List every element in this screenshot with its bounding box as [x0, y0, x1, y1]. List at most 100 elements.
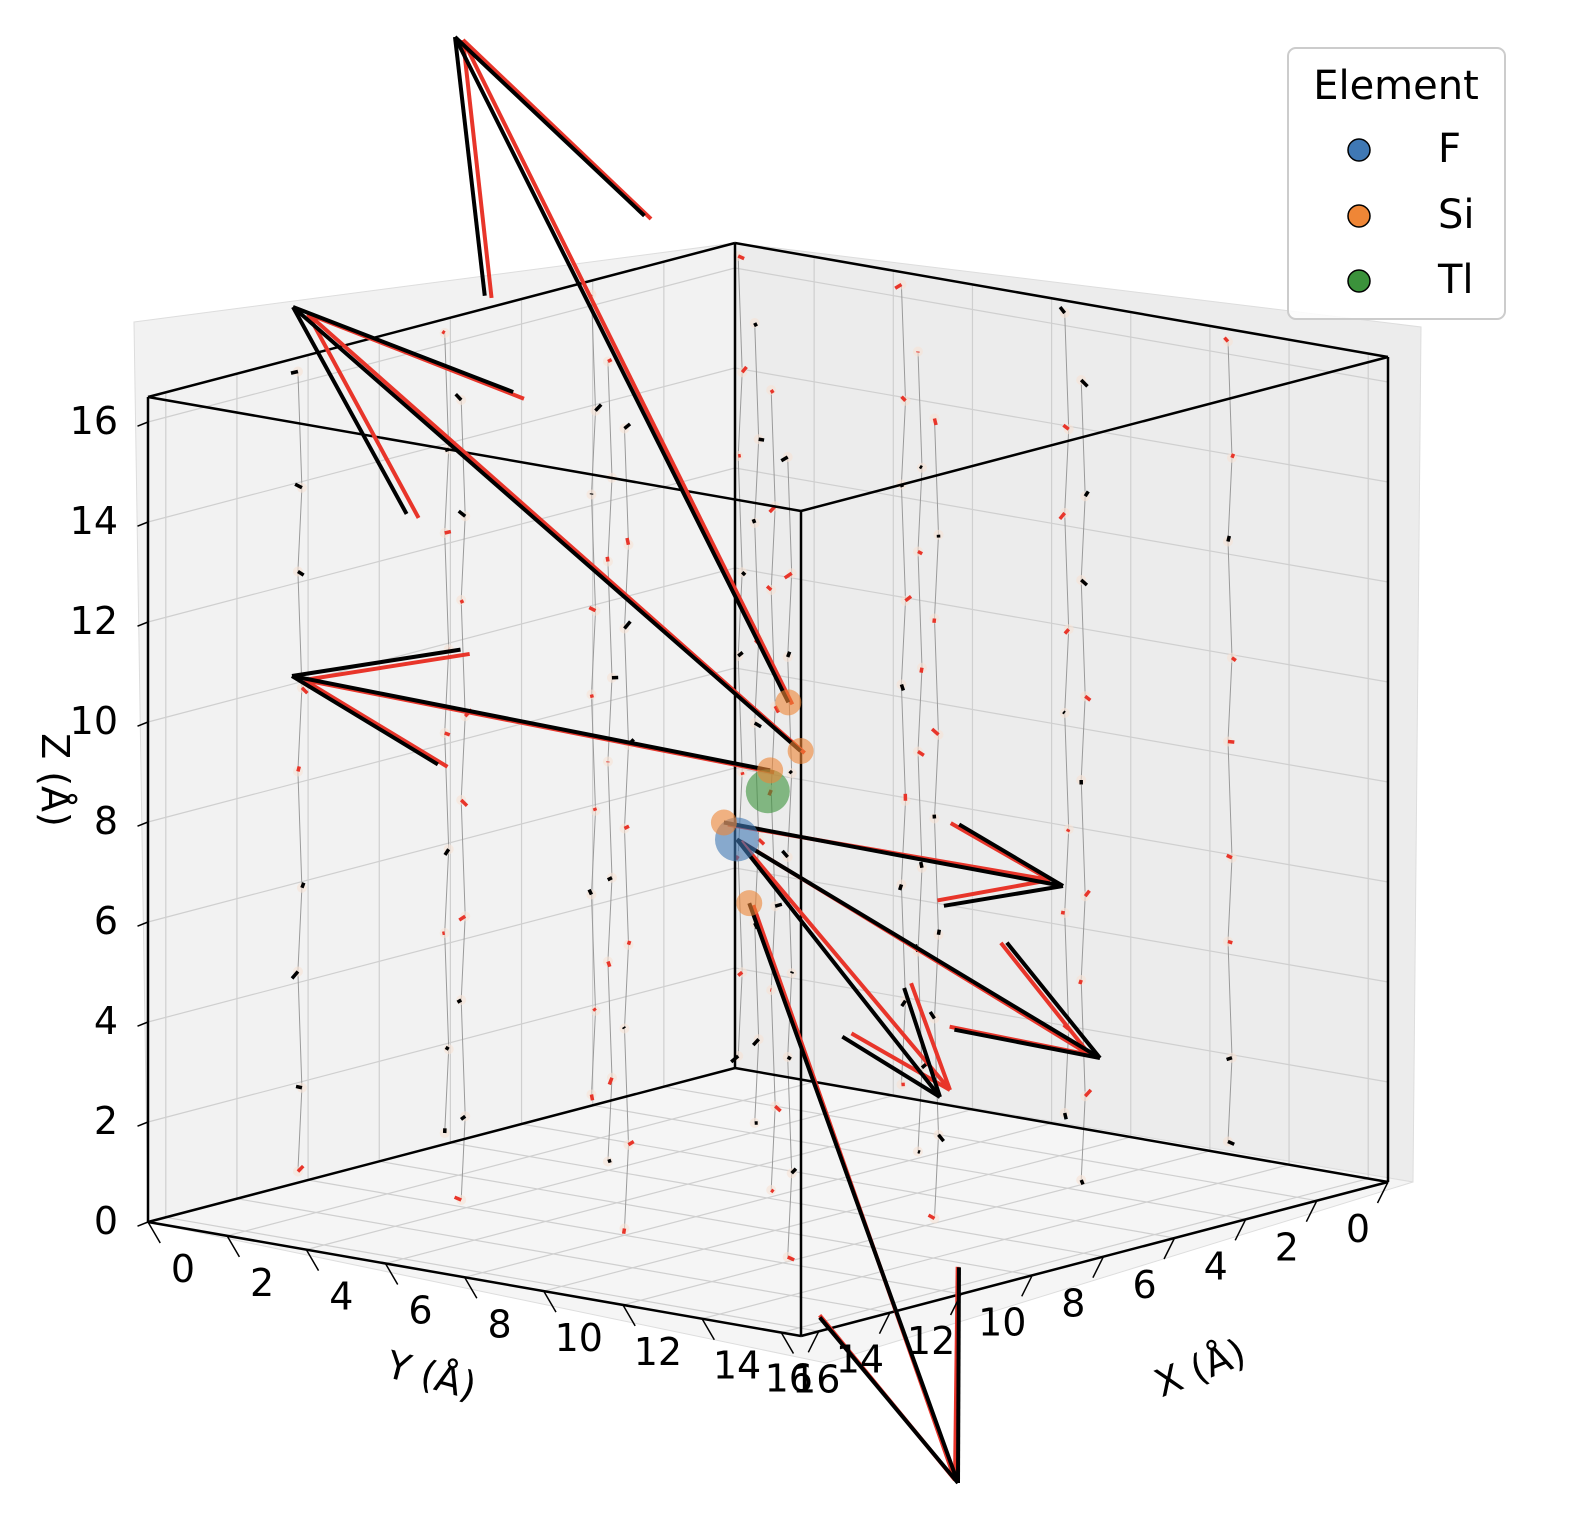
x-tick-mark — [463, 1276, 478, 1299]
grid-line-x-floor — [543, 1136, 1131, 1292]
x-tick-mark — [384, 1263, 399, 1285]
grid-line-z-right — [734, 867, 1389, 983]
predicted-force-arrow-head — [291, 647, 461, 678]
x-tick-mark — [622, 1304, 636, 1327]
z-tick-mark — [137, 1221, 149, 1227]
z-tick-label: 8 — [94, 799, 118, 843]
force-tick — [626, 940, 632, 946]
grid-line-y-floor — [307, 1179, 962, 1295]
force-tick — [932, 418, 938, 426]
highlighted-atoms — [710, 689, 814, 917]
x-tick-label: 10 — [555, 1316, 603, 1360]
grid-line-x-floor — [306, 1095, 894, 1251]
cell-edge — [800, 355, 1389, 513]
force-tick — [758, 437, 765, 442]
force-tick — [1230, 656, 1237, 662]
force-tick — [607, 358, 613, 364]
y-tick-mark — [1092, 1256, 1105, 1279]
force-tick — [290, 970, 300, 980]
force-tick — [592, 1007, 597, 1012]
force-tick — [592, 807, 598, 812]
grid-line-z-right — [734, 467, 1389, 583]
force-tick — [1226, 1056, 1233, 1062]
force-tick — [459, 798, 469, 807]
force-tick — [295, 1084, 303, 1090]
force-tick — [740, 570, 747, 577]
z-tick-label: 4 — [94, 999, 118, 1043]
z-tick-label: 0 — [94, 1199, 118, 1243]
legend-label-tl: Tl — [1437, 257, 1474, 303]
cell-edge — [734, 241, 1389, 359]
predicted-force-arrow-head — [290, 674, 439, 767]
x-tick-mark — [226, 1235, 241, 1258]
y-tick-label: 10 — [978, 1300, 1026, 1344]
legend-label-f: F — [1438, 126, 1461, 172]
force-tick — [1066, 828, 1071, 833]
reference-force-arrow-head — [306, 313, 421, 519]
force-tick — [454, 392, 463, 402]
force-tick — [587, 888, 594, 896]
predicted-force-arrow — [735, 837, 1102, 1060]
predicted-force-arrow — [453, 36, 791, 704]
z-tick-mark — [137, 921, 149, 927]
force-tick — [919, 861, 924, 869]
force-tick — [441, 330, 446, 335]
force-tick — [444, 1045, 450, 1051]
force-tick — [774, 1104, 782, 1113]
y-tick-mark — [878, 1312, 891, 1335]
force-tick — [900, 395, 907, 402]
y-tick-mark — [1163, 1237, 1176, 1260]
cell-edge — [147, 1066, 736, 1224]
z-tick-mark — [137, 621, 149, 627]
force-tick — [899, 683, 906, 691]
force-tick — [296, 1164, 305, 1173]
force-tick — [606, 876, 613, 882]
atom-si — [787, 738, 814, 765]
predicted-force-arrow-head — [943, 884, 1064, 908]
force-tick — [594, 403, 603, 412]
force-tick — [774, 902, 783, 908]
force-tick — [623, 824, 630, 831]
predicted-force-arrow-head — [453, 36, 487, 296]
force-tick — [458, 914, 467, 922]
force-tick — [917, 549, 923, 556]
force-tick — [740, 365, 748, 374]
grid-line-z-right — [734, 367, 1389, 483]
force-tick — [300, 882, 306, 889]
force-tick — [917, 1149, 921, 1154]
force-tick — [937, 1133, 945, 1143]
x-tick-label: 0 — [171, 1247, 195, 1291]
x-tick-label: 4 — [329, 1275, 353, 1319]
y-tick-mark — [1376, 1181, 1389, 1204]
force-tick — [1078, 979, 1083, 985]
force-tick — [773, 705, 781, 714]
force-tick — [1227, 939, 1233, 945]
grid-line-z-right — [734, 667, 1389, 783]
z-tick-label: 16 — [70, 399, 118, 443]
force-tick — [737, 651, 744, 658]
grid-line-x-floor — [622, 1150, 1211, 1306]
force-tick — [737, 970, 744, 977]
legend-marker-f — [1347, 138, 1371, 162]
grid-line-z-right — [734, 267, 1389, 383]
force-tick — [453, 1195, 462, 1202]
force-tick — [770, 1188, 775, 1194]
z-tick-label: 6 — [94, 899, 118, 943]
cell-edge — [734, 1066, 1389, 1184]
force-arrows-large — [290, 35, 1102, 1485]
force-tick — [1058, 306, 1067, 315]
force-tick — [1062, 710, 1066, 715]
atom-si — [757, 757, 784, 784]
force-tick — [786, 651, 792, 658]
y-tick-label: 14 — [836, 1338, 884, 1382]
y-tick-label: 2 — [1275, 1226, 1299, 1270]
force-tick — [894, 282, 903, 290]
legend: Element F Si Tl — [1287, 47, 1506, 320]
force-tick — [459, 1114, 467, 1121]
y-tick-mark — [949, 1293, 962, 1316]
force-tick — [623, 422, 632, 430]
force-tick — [786, 1255, 795, 1262]
z-tick-label: 2 — [94, 1099, 118, 1143]
reference-force-arrow — [739, 840, 952, 1092]
